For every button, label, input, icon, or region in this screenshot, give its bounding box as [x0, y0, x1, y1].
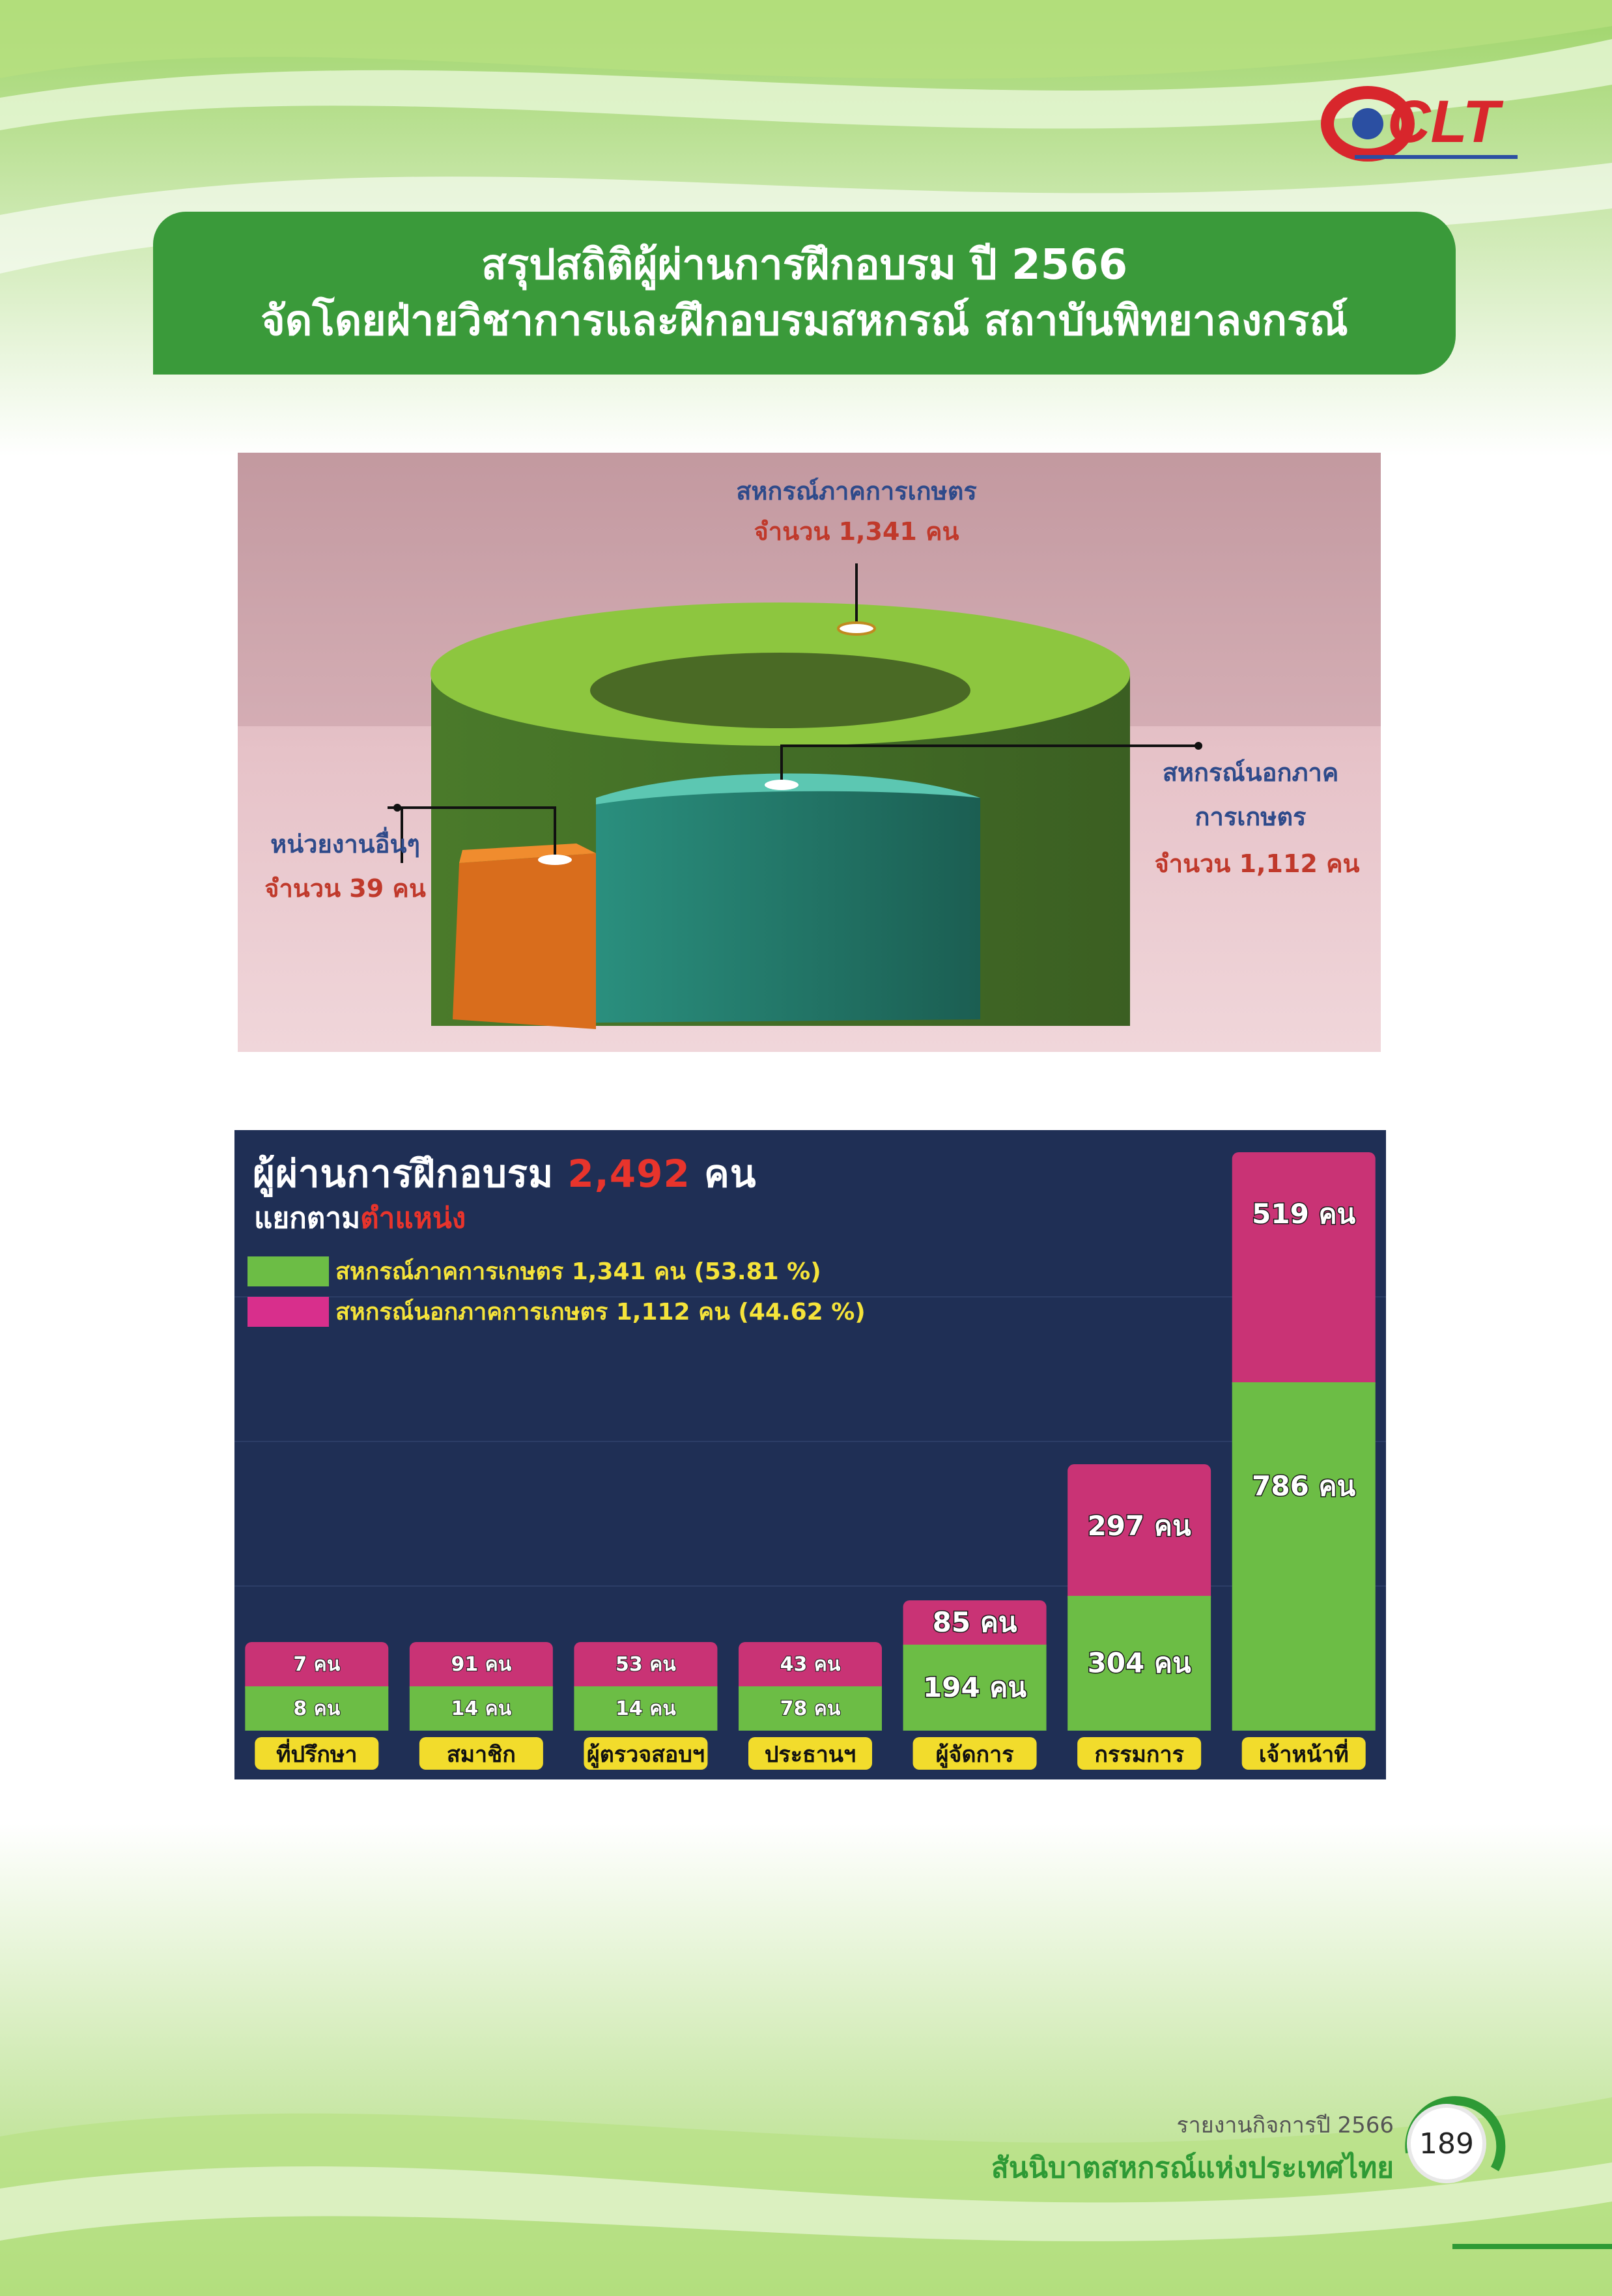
- label-other-count: จำนวน 39 คน: [264, 874, 426, 903]
- bar-chart-title-total: 2,492: [567, 1152, 690, 1196]
- bar-segment-agri: [245, 1686, 389, 1731]
- bar-segment-agri: [739, 1686, 882, 1731]
- legend-item-nonagri: สหกรณ์นอกภาคการเกษตร 1,112 คน (44.62 %): [247, 1293, 866, 1330]
- bar-segment-nonagri: [739, 1642, 882, 1694]
- data-label-nonagri: 53 คน: [615, 1653, 676, 1676]
- logo-text: CLT: [1387, 89, 1504, 155]
- category-label-bg: [1241, 1737, 1366, 1770]
- bar-segment-agri: [1232, 1382, 1376, 1731]
- category-label-bg: [748, 1737, 872, 1770]
- donut-chart: [238, 453, 1381, 1052]
- bar-chart-subtitle-prefix: แยกตาม: [254, 1202, 361, 1235]
- category-label: ประธานฯ: [765, 1742, 856, 1768]
- page-title-line-1: สรุปสถิติผู้ผ่านการฝึกอบรม ปี 2566: [481, 241, 1128, 289]
- data-label-nonagri: 297 คน: [1088, 1510, 1191, 1542]
- category-label-bg: [255, 1737, 379, 1770]
- data-label-agri: 194 คน: [923, 1671, 1026, 1703]
- data-label-nonagri: 91 คน: [451, 1653, 511, 1676]
- legend-item-agri: สหกรณ์ภาคการเกษตร 1,341 คน (53.81 %): [247, 1253, 821, 1290]
- category-label-bg: [1077, 1737, 1202, 1770]
- bar-chart-title-unit: คน: [690, 1152, 757, 1196]
- bar-segment-agri: [409, 1686, 553, 1731]
- category-label-bg: [584, 1737, 708, 1770]
- data-label-nonagri: 43 คน: [780, 1653, 841, 1676]
- data-label-agri: 78 คน: [780, 1697, 841, 1720]
- category-label: เจ้าหน้าที่: [1259, 1738, 1349, 1768]
- bar-segment-agri: [574, 1686, 718, 1731]
- bar-segment-agri: [1068, 1596, 1211, 1731]
- bar-chart-title: ผู้ผ่านการฝึกอบรม 2,492 คน: [253, 1143, 756, 1204]
- bar-segment-nonagri: [1068, 1464, 1211, 1604]
- legend-swatch-agri: [247, 1256, 329, 1286]
- label-nonagri-name-2: การเกษตร: [1195, 802, 1307, 831]
- legend-text-nonagri: สหกรณ์นอกภาคการเกษตร 1,112 คน (44.62 %): [335, 1299, 866, 1325]
- page-title-line-2: จัดโดยฝ่ายวิชาการและฝึกอบรมสหกรณ์ สถาบัน…: [261, 297, 1348, 345]
- category-label: กรรมการ: [1094, 1742, 1184, 1768]
- label-agri-count: จำนวน 1,341 คน: [754, 517, 959, 546]
- data-label-agri: 8 คน: [293, 1697, 340, 1720]
- category-label-bg: [912, 1737, 1037, 1770]
- footer-wave-decoration: [0, 1824, 1612, 2296]
- data-label-nonagri: 519 คน: [1252, 1198, 1355, 1230]
- bar-segment-nonagri: [245, 1642, 389, 1694]
- bar-chart-panel: 7 คน 8 คนที่ปรึกษา 91 คน 14 คนสมาชิก 53 คน 14…: [234, 1130, 1386, 1779]
- clt-logo: CLT: [1321, 86, 1518, 162]
- label-agri-name: สหกรณ์ภาคการเกษตร: [736, 477, 977, 505]
- data-label-agri: 14 คน: [451, 1697, 511, 1720]
- category-label: สมาชิก: [447, 1742, 516, 1768]
- bar-segment-nonagri: [409, 1642, 553, 1694]
- data-label-agri: 786 คน: [1252, 1470, 1355, 1502]
- donut-chart-panel: สหกรณ์ภาคการเกษตร จำนวน 1,341 คน สหกรณ์น…: [238, 453, 1381, 1052]
- bar-chart-subtitle: แยกตามตำแหน่ง: [254, 1195, 466, 1241]
- page-number: 189: [1407, 2104, 1486, 2183]
- donut-hole: [590, 653, 970, 728]
- report-title: รายงานกิจการปี 2566: [1176, 2112, 1394, 2138]
- label-other-name: หน่วยงานอื่นๆ: [270, 830, 420, 858]
- category-label: ผู้ตรวจสอบฯ: [587, 1742, 705, 1768]
- category-label-bg: [419, 1737, 543, 1770]
- bar-chart-title-prefix: ผู้ผ่านการฝึกอบรม: [253, 1152, 568, 1196]
- data-label-nonagri: 7 คน: [293, 1653, 340, 1676]
- page-footer: รายงานกิจการปี 2566 สันนิบาตสหกรณ์แห่งปร…: [991, 2107, 1394, 2190]
- category-label: ผู้จัดการ: [936, 1742, 1015, 1768]
- bar-segment-nonagri: [574, 1642, 718, 1694]
- bar-segment-agri: [903, 1644, 1047, 1731]
- legend-text-agri: สหกรณ์ภาคการเกษตร 1,341 คน (53.81 %): [335, 1258, 821, 1285]
- legend-swatch-nonagri: [247, 1296, 329, 1327]
- bar-chart-subtitle-highlight: ตำแหน่ง: [360, 1202, 466, 1235]
- category-label: ที่ปรึกษา: [276, 1738, 357, 1768]
- bar-segment-nonagri: [903, 1600, 1047, 1652]
- data-label-nonagri: 85 คน: [933, 1606, 1017, 1638]
- donut-slice-other: [453, 853, 596, 1029]
- label-nonagri-count: จำนวน 1,112 คน: [1154, 849, 1360, 878]
- page-title-banner: สรุปสถิติผู้ผ่านการฝึกอบรม ปี 2566 จัดโด…: [153, 212, 1456, 375]
- data-label-agri: 304 คน: [1088, 1647, 1191, 1679]
- data-label-agri: 14 คน: [615, 1697, 676, 1720]
- org-name: สันนิบาตสหกรณ์แห่งประเทศไทย: [991, 2151, 1394, 2185]
- label-nonagri-name-1: สหกรณ์นอกภาค: [1162, 758, 1339, 787]
- donut-slice-nonagri: [596, 773, 980, 1023]
- bar-segment-nonagri: [1232, 1152, 1376, 1391]
